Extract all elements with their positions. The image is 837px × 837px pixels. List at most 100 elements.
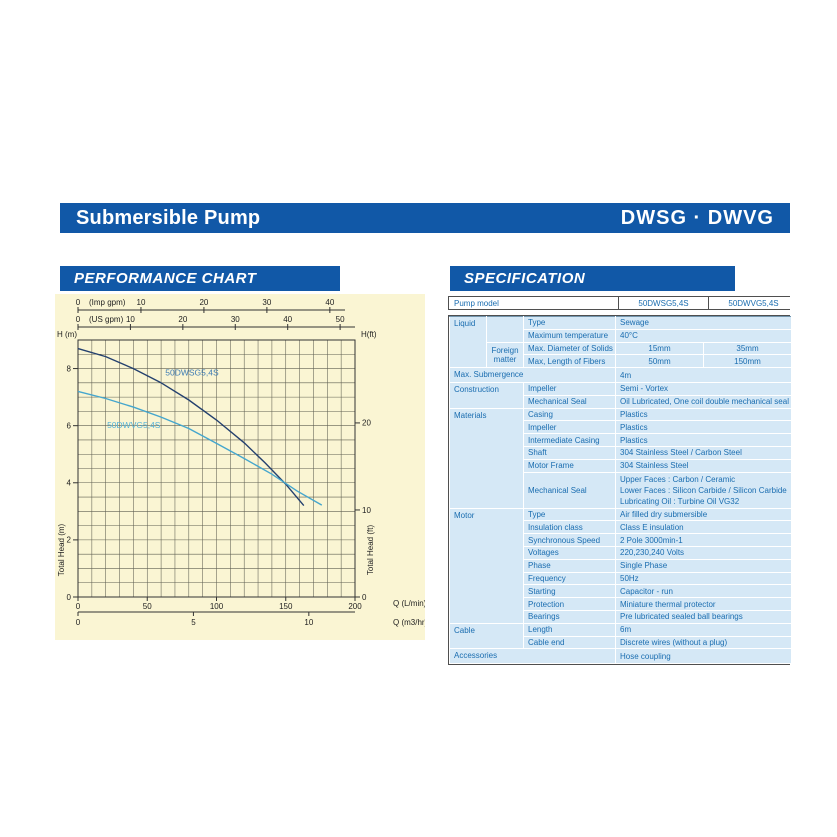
spec-cell: Intermediate Casing xyxy=(523,433,616,447)
spec-cell: Voltages xyxy=(523,545,616,560)
svg-text:0: 0 xyxy=(76,602,81,611)
spec-cell: Mechanical Seal xyxy=(523,394,616,409)
spec-cell: 15mm xyxy=(615,341,704,356)
chart-grid xyxy=(77,339,356,598)
spec-cell: Discrete wires (without a plug) xyxy=(614,635,793,650)
spec-cell: Motor xyxy=(449,507,524,624)
specification-header: SPECIFICATION xyxy=(450,266,735,291)
spec-cell: Miniature thermal protector xyxy=(614,597,793,611)
spec-cell: Maximum temperature xyxy=(523,328,616,343)
svg-text:H(ft): H(ft) xyxy=(361,330,377,339)
spec-cell xyxy=(486,316,524,343)
spec-cell: 50mm xyxy=(615,354,704,369)
curve-label: 50DWSG5,4S xyxy=(165,368,219,378)
spec-cell: Mechanical Seal xyxy=(523,471,616,509)
svg-text:0: 0 xyxy=(67,593,72,602)
svg-text:100: 100 xyxy=(210,602,224,611)
svg-text:10: 10 xyxy=(304,618,313,627)
header-bar: Submersible Pump DWSG · DWVG xyxy=(60,203,790,233)
spec-cell: Upper Faces : Carbon / Ceramic Lower Face… xyxy=(614,471,793,509)
performance-chart-header: PERFORMANCE CHART xyxy=(60,266,340,291)
spec-cell: 6m xyxy=(614,622,793,637)
spec-cell: Single Phase xyxy=(614,558,793,573)
spec-cell: Phase xyxy=(523,558,616,573)
svg-text:200: 200 xyxy=(348,602,362,611)
svg-text:50: 50 xyxy=(336,315,345,324)
spec-cell: Type xyxy=(523,507,616,522)
spec-cell: 40°C xyxy=(614,328,793,343)
curve-label: 50DWVG5,4S xyxy=(107,420,161,430)
spec-cell: 4m xyxy=(614,367,793,383)
performance-chart: 0 10 20 30 40(Imp gpm)0 10 20 30 40 50(US gpm)H (… xyxy=(57,298,428,627)
spec-cell: 2 Pole 3000min-1 xyxy=(614,533,793,547)
svg-text:30: 30 xyxy=(262,298,271,307)
svg-text:Q (L/min): Q (L/min) xyxy=(393,599,425,608)
spec-cell: Sewage xyxy=(614,316,793,330)
svg-text:150: 150 xyxy=(279,602,293,611)
spec-cell: Plastics xyxy=(614,420,793,435)
spec-cell: Starting xyxy=(523,584,616,599)
spec-cell: Protection xyxy=(523,597,616,611)
svg-text:20: 20 xyxy=(362,419,371,428)
svg-text:10: 10 xyxy=(137,298,146,307)
spec-cell: 35mm xyxy=(702,341,793,356)
pump-model-value: 50DWVG5,4S xyxy=(708,297,798,309)
model-series-title: DWSG · DWVG xyxy=(620,206,774,229)
spec-cell: Impeller xyxy=(523,420,616,435)
performance-chart-header-label: PERFORMANCE CHART xyxy=(74,270,257,287)
pump-model-row: Pump model 50DWSG5,4S 50DWVG5,4S xyxy=(448,296,798,310)
specification-table-border: Liquid Type Sewage Maximum temperature 40°C F… xyxy=(448,315,793,666)
spec-cell: Construction xyxy=(449,381,524,409)
spec-cell: Class E insulation xyxy=(614,520,793,535)
curve-50DWVG5,4S xyxy=(77,390,323,506)
svg-text:50: 50 xyxy=(143,602,152,611)
svg-text:20: 20 xyxy=(178,315,187,324)
svg-text:0: 0 xyxy=(76,315,81,324)
spec-cell: 220,230,240 Volts xyxy=(614,545,793,560)
spec-cell: 150mm xyxy=(702,354,793,369)
svg-text:20: 20 xyxy=(199,298,208,307)
spec-cell: Impeller xyxy=(523,381,616,396)
spec-cell: Plastics xyxy=(614,433,793,447)
svg-text:(US gpm): (US gpm) xyxy=(89,315,124,324)
spec-cell: 50Hz xyxy=(614,571,793,586)
spec-cell: Capacitor - run xyxy=(614,584,793,599)
specification-table-wrap: Pump model 50DWSG5,4S 50DWVG5,4S Liquid Typ… xyxy=(448,296,798,666)
pump-model-value: 50DWSG5,4S xyxy=(618,297,709,309)
spec-cell: Length xyxy=(523,622,616,637)
spec-cell: Cable end xyxy=(523,635,616,650)
spec-cell: Type xyxy=(523,316,616,330)
spec-cell: Frequency xyxy=(523,571,616,586)
spec-cell: Accessories xyxy=(449,648,616,665)
svg-text:Total Head (m): Total Head (m) xyxy=(57,523,66,576)
spec-cell: Shaft xyxy=(523,445,616,460)
spec-cell: Bearings xyxy=(523,609,616,624)
spec-cell: Casing xyxy=(523,407,616,422)
spec-cell: Max. Diameter of Solids xyxy=(523,341,616,356)
svg-text:10: 10 xyxy=(126,315,135,324)
performance-chart-panel: 0 10 20 30 40 (Imp gpm) 0 10 20 30 40 50 (US gpm) H (… xyxy=(55,294,428,640)
spec-cell: Cable xyxy=(449,622,524,650)
spec-cell: Motor Frame xyxy=(523,458,616,473)
curve-50DWSG5,4S xyxy=(77,347,305,507)
pump-model-table: Pump model 50DWSG5,4S 50DWVG5,4S xyxy=(449,297,798,309)
page-title: Submersible Pump xyxy=(76,206,261,229)
svg-text:4: 4 xyxy=(67,479,72,488)
svg-text:0: 0 xyxy=(362,593,367,602)
spec-cell: Plastics xyxy=(614,407,793,422)
specification-table: Liquid Type Sewage Maximum temperature 40°C F… xyxy=(449,315,793,665)
svg-text:30: 30 xyxy=(231,315,240,324)
svg-text:40: 40 xyxy=(325,298,334,307)
svg-text:0: 0 xyxy=(76,298,81,307)
spec-cell: Oil Lubricated, One coil double mechanic… xyxy=(614,394,793,409)
svg-text:5: 5 xyxy=(191,618,196,627)
spec-cell: Hose coupling xyxy=(614,648,793,665)
spec-cell: Insulation class xyxy=(523,520,616,535)
svg-text:8: 8 xyxy=(67,364,72,373)
svg-text:10: 10 xyxy=(362,506,371,515)
spec-cell: Max, Length of Fibers xyxy=(523,354,616,369)
svg-text:40: 40 xyxy=(283,315,292,324)
svg-text:Total Head (ft): Total Head (ft) xyxy=(366,525,375,576)
spec-cell: Air filled dry submersible xyxy=(614,507,793,522)
